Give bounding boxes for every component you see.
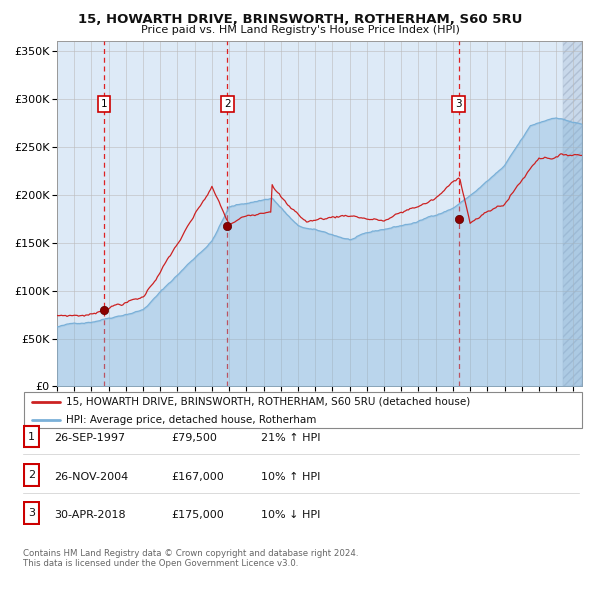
- Text: 3: 3: [455, 99, 462, 109]
- Text: 1: 1: [28, 431, 35, 441]
- Text: HPI: Average price, detached house, Rotherham: HPI: Average price, detached house, Roth…: [66, 415, 316, 425]
- Bar: [563, 41, 582, 386]
- Text: 10% ↓ HPI: 10% ↓ HPI: [261, 510, 320, 520]
- Text: 2: 2: [28, 470, 35, 480]
- Text: £175,000: £175,000: [171, 510, 224, 520]
- Text: Contains HM Land Registry data © Crown copyright and database right 2024.: Contains HM Land Registry data © Crown c…: [23, 549, 358, 558]
- Text: 10% ↑ HPI: 10% ↑ HPI: [261, 472, 320, 481]
- Text: 3: 3: [28, 508, 35, 518]
- Text: £79,500: £79,500: [171, 434, 217, 443]
- Text: 1: 1: [101, 99, 107, 109]
- Text: 26-SEP-1997: 26-SEP-1997: [54, 434, 125, 443]
- Text: Price paid vs. HM Land Registry's House Price Index (HPI): Price paid vs. HM Land Registry's House …: [140, 25, 460, 35]
- Text: 30-APR-2018: 30-APR-2018: [54, 510, 125, 520]
- Text: 21% ↑ HPI: 21% ↑ HPI: [261, 434, 320, 443]
- Text: 15, HOWARTH DRIVE, BRINSWORTH, ROTHERHAM, S60 5RU: 15, HOWARTH DRIVE, BRINSWORTH, ROTHERHAM…: [78, 13, 522, 26]
- Text: This data is licensed under the Open Government Licence v3.0.: This data is licensed under the Open Gov…: [23, 559, 298, 568]
- Text: £167,000: £167,000: [171, 472, 224, 481]
- Text: 15, HOWARTH DRIVE, BRINSWORTH, ROTHERHAM, S60 5RU (detached house): 15, HOWARTH DRIVE, BRINSWORTH, ROTHERHAM…: [66, 397, 470, 407]
- Text: 26-NOV-2004: 26-NOV-2004: [54, 472, 128, 481]
- Text: 2: 2: [224, 99, 231, 109]
